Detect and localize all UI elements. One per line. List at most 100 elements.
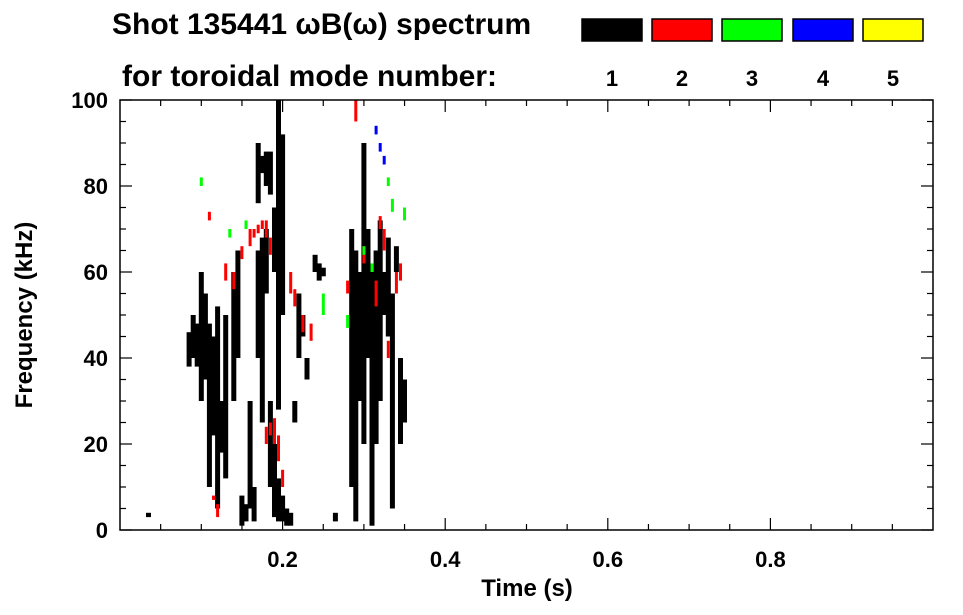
mode-1-segment-17 <box>259 237 265 423</box>
legend-label-4: 4 <box>817 66 830 91</box>
mode-2-segment-6 <box>256 224 260 234</box>
mode-2-segment-25 <box>386 340 390 358</box>
mode-2-segment-28 <box>281 469 285 487</box>
mode-2-segment-2 <box>232 272 236 290</box>
mode-1-segment-23 <box>284 508 290 526</box>
mode-1-segment-19 <box>267 401 273 487</box>
mode-1-segment-6 <box>202 293 208 380</box>
mode-3-segment-3 <box>321 293 325 315</box>
mode-2-segment-16 <box>216 504 220 518</box>
y-tick-label-2: 40 <box>84 346 108 371</box>
mode-4-segment-1 <box>378 143 382 152</box>
mode-1-segment-37 <box>332 512 338 522</box>
mode-1-segment-15 <box>251 487 257 522</box>
mode-2-segment-0 <box>207 211 211 221</box>
x-axis-label: Time (s) <box>481 575 573 602</box>
mode-2-segment-22 <box>374 280 378 307</box>
x-tick-label-0: 0.2 <box>267 547 298 572</box>
mode-2-segment-4 <box>248 229 252 247</box>
mode-1-segment-14 <box>247 401 253 509</box>
mode-3-segment-4 <box>346 315 350 328</box>
mode-1-segment-53 <box>304 358 310 380</box>
mode-3-segment-0 <box>199 177 203 186</box>
mode-1-segment-10 <box>211 336 216 436</box>
spectrum-marks <box>146 100 407 526</box>
mode-2-segment-20 <box>354 100 358 122</box>
mode-4-segment-0 <box>374 125 378 135</box>
mode-1-segment-5 <box>198 272 204 401</box>
mode-1-segment-21 <box>276 478 281 522</box>
mode-1-segment-22 <box>280 495 286 522</box>
mode-1-segment-28 <box>267 151 273 195</box>
mode-2-segment-5 <box>252 229 256 238</box>
y-axis-label: Frequency (kHz) <box>11 222 38 409</box>
mode-1-segment-2 <box>223 315 229 479</box>
mode-1-segment-24 <box>288 512 294 526</box>
mode-2-segment-27 <box>399 263 402 281</box>
mode-2-segment-3 <box>240 246 244 260</box>
mode-1-segment-42 <box>365 229 371 358</box>
mode-1-segment-32 <box>296 293 302 358</box>
legend-swatch-4 <box>792 18 854 42</box>
mode-2-segment-15 <box>309 323 313 341</box>
mode-3-segment-6 <box>370 263 374 272</box>
mode-1-segment-4 <box>235 250 241 358</box>
mode-1-segment-44 <box>373 250 379 444</box>
mode-1-segment-31 <box>255 143 261 204</box>
mode-1-segment-11 <box>219 401 225 453</box>
mode-3-segment-2 <box>244 220 248 229</box>
mode-1-segment-49 <box>393 246 399 272</box>
mode-1-segment-36 <box>320 267 326 277</box>
y-tick-label-1: 20 <box>84 432 108 457</box>
mode-3-segment-8 <box>390 198 394 212</box>
mode-1-segment-43 <box>369 272 375 526</box>
mode-1-segment-30 <box>259 155 265 174</box>
mode-2-segment-1 <box>224 263 228 281</box>
mode-1-segment-34 <box>312 254 318 272</box>
x-tick-label-3: 0.8 <box>755 547 786 572</box>
mode-2-segment-8 <box>264 220 268 238</box>
mode-1-segment-51 <box>402 379 407 423</box>
mode-1-segment-47 <box>385 237 391 337</box>
y-tick-labels: 0 20 40 60 80 100 <box>71 88 108 543</box>
legend-label-2: 2 <box>676 66 688 91</box>
mode-1-segment-18 <box>263 229 269 294</box>
mode-2-segment-14 <box>301 315 305 333</box>
axis-ticks <box>120 99 933 531</box>
mode-1-segment-41 <box>361 143 367 444</box>
mode-2-segment-19 <box>268 422 272 436</box>
mode-1-segment-45 <box>377 220 383 401</box>
mode-4-segment-2 <box>382 155 386 165</box>
mode-2-segment-24 <box>382 229 386 251</box>
legend-label-5: 5 <box>887 66 899 91</box>
legend-swatch-5 <box>862 18 924 42</box>
x-tick-label-1: 0.4 <box>430 547 461 572</box>
mode-1-segment-16 <box>255 250 261 358</box>
y-tick-label-4: 80 <box>84 174 108 199</box>
chart-title: Shot 135441 ωB(ω) spectrum <box>112 8 531 41</box>
plot-frame <box>119 99 934 531</box>
mode-1-segment-25 <box>276 100 281 410</box>
mode-1-segment-40 <box>357 272 363 401</box>
mode-1-segment-20 <box>272 444 277 518</box>
mode-1-segment-12 <box>239 495 245 526</box>
legend: 1 2 3 4 5 <box>581 18 924 91</box>
chart-subtitle: for toroidal mode number: <box>122 60 497 93</box>
mode-1-segment-3 <box>231 272 237 401</box>
legend-swatch-2 <box>651 18 713 42</box>
mode-1-segment-9 <box>186 332 192 367</box>
mode-2-segment-11 <box>277 435 280 462</box>
mode-3-segment-7 <box>386 177 390 186</box>
x-tick-labels: 0.2 0.4 0.6 0.8 <box>267 547 785 572</box>
mode-1-segment-13 <box>243 504 249 522</box>
y-tick-label-3: 60 <box>84 260 108 285</box>
x-tick-label-2: 0.6 <box>593 547 624 572</box>
mode-2-segment-17 <box>212 495 215 500</box>
mode-1-segment-1 <box>206 323 212 487</box>
mode-2-segment-9 <box>268 237 272 255</box>
legend-swatch-3 <box>721 18 783 42</box>
legend-label-3: 3 <box>746 66 758 91</box>
mode-1-segment-38 <box>349 229 355 487</box>
mode-2-segment-12 <box>289 272 293 294</box>
